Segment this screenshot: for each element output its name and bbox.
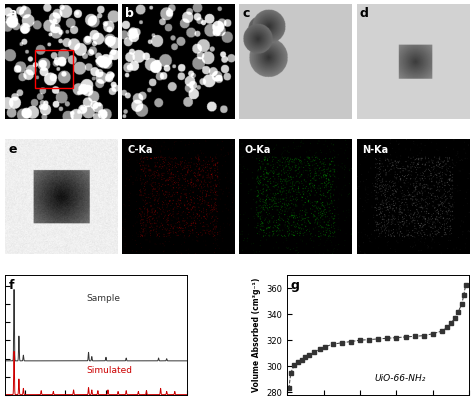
Text: a: a xyxy=(8,8,17,20)
Text: O-Ka: O-Ka xyxy=(245,145,271,155)
Text: N-Ka: N-Ka xyxy=(362,145,388,155)
Bar xyxy=(35,50,73,88)
Text: e: e xyxy=(8,143,17,156)
Y-axis label: Volume Absorbed (cm³g⁻¹): Volume Absorbed (cm³g⁻¹) xyxy=(252,278,261,392)
Text: Simulated: Simulated xyxy=(87,366,133,375)
Text: C-Ka: C-Ka xyxy=(128,145,153,155)
Text: UiO-66-NH₂: UiO-66-NH₂ xyxy=(374,373,426,383)
Text: d: d xyxy=(360,8,369,20)
Text: Sample: Sample xyxy=(87,294,121,303)
Text: c: c xyxy=(243,8,250,20)
Text: g: g xyxy=(291,279,300,292)
Text: b: b xyxy=(126,8,134,20)
Text: f: f xyxy=(9,279,14,292)
